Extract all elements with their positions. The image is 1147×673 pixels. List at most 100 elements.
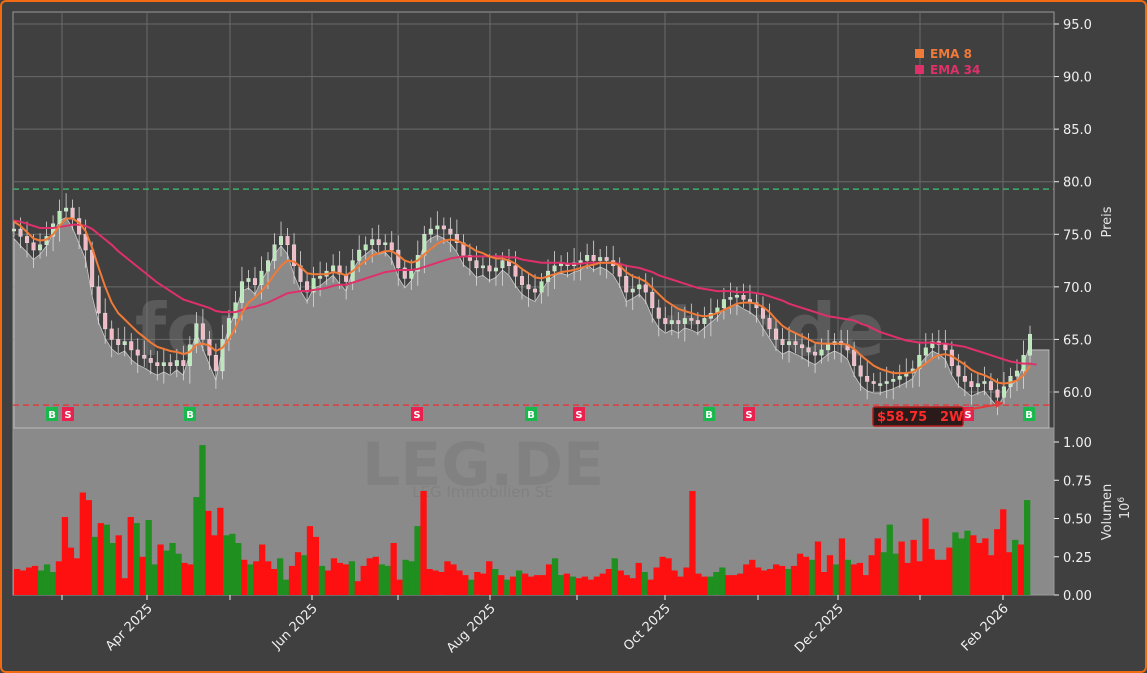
volume-bar bbox=[617, 570, 624, 595]
candle bbox=[18, 228, 23, 237]
candle bbox=[318, 276, 323, 279]
volume-bar bbox=[492, 569, 499, 595]
volume-bar bbox=[360, 565, 367, 595]
volume-bar bbox=[934, 559, 941, 595]
volume-bar bbox=[282, 579, 290, 595]
volume-bar bbox=[958, 538, 965, 595]
volume-bar bbox=[181, 562, 188, 595]
volume-bar bbox=[396, 579, 403, 595]
svg-text:S: S bbox=[64, 410, 71, 421]
volume-bar bbox=[952, 532, 959, 595]
volume-bar bbox=[814, 541, 822, 595]
volume-bar bbox=[940, 559, 947, 595]
volume-bar bbox=[850, 564, 857, 595]
volume-bar bbox=[671, 570, 678, 595]
volume-bar bbox=[55, 561, 63, 595]
volume-bar bbox=[982, 538, 989, 595]
svg-text:S: S bbox=[745, 410, 752, 421]
candle bbox=[122, 341, 127, 345]
volume-bar bbox=[79, 492, 86, 595]
candle bbox=[155, 362, 160, 366]
volume-bar bbox=[324, 570, 332, 595]
volume-bar bbox=[755, 567, 762, 595]
svg-text:B: B bbox=[1025, 410, 1033, 421]
candle bbox=[383, 242, 388, 245]
candle bbox=[500, 260, 505, 269]
volume-bar bbox=[773, 564, 780, 595]
volume-bar bbox=[486, 561, 493, 595]
volume-bar bbox=[946, 547, 953, 595]
volume-bar bbox=[761, 570, 768, 595]
volume-bar bbox=[653, 567, 660, 595]
volume-bar bbox=[504, 579, 511, 595]
candle bbox=[292, 244, 297, 267]
candle bbox=[520, 276, 525, 285]
volume-bar bbox=[450, 564, 457, 595]
volume-bar bbox=[701, 576, 708, 595]
volume-bar bbox=[749, 559, 756, 595]
candle bbox=[415, 255, 420, 272]
candle bbox=[676, 320, 681, 324]
price-tick-label: 75.0 bbox=[1063, 228, 1092, 243]
candle bbox=[109, 328, 114, 340]
volume-bar bbox=[892, 553, 899, 595]
candle bbox=[246, 278, 251, 282]
volume-tick-label: 0.50 bbox=[1063, 513, 1092, 528]
candle bbox=[213, 354, 218, 372]
volume-bar bbox=[557, 575, 565, 595]
candle bbox=[357, 249, 362, 261]
volume-bar bbox=[444, 561, 451, 595]
date-tick-label: Aug 2025 bbox=[444, 601, 499, 656]
candle bbox=[220, 339, 225, 372]
ema-lines bbox=[13, 217, 1037, 385]
candle bbox=[559, 263, 564, 267]
volume-bar bbox=[253, 561, 260, 595]
candle bbox=[142, 354, 147, 359]
candle bbox=[31, 242, 36, 251]
volume-bar bbox=[223, 535, 230, 595]
volume-bar bbox=[539, 575, 547, 595]
candle bbox=[800, 344, 805, 349]
candle bbox=[396, 249, 401, 269]
volume-bar bbox=[199, 445, 206, 595]
volume-bar bbox=[551, 558, 559, 595]
candle bbox=[604, 257, 609, 261]
volume-bar bbox=[510, 576, 517, 595]
svg-text:B: B bbox=[48, 410, 56, 421]
candle bbox=[389, 242, 394, 251]
volume-bar bbox=[390, 543, 397, 595]
candle bbox=[474, 260, 479, 269]
candle bbox=[116, 339, 121, 345]
candle bbox=[64, 207, 69, 212]
volume-bar bbox=[163, 550, 170, 595]
volume-bar bbox=[767, 569, 774, 595]
annotation-box bbox=[872, 406, 964, 427]
volume-tick-label: 1.00 bbox=[1063, 436, 1092, 451]
annotation-price: $58.75 bbox=[877, 410, 927, 425]
date-tick-label: Apr 2025 bbox=[103, 601, 156, 654]
candle bbox=[533, 288, 538, 293]
candle bbox=[787, 341, 792, 345]
candle bbox=[656, 307, 661, 319]
volume-bar bbox=[1012, 539, 1019, 595]
ema34-legend-label: EMA 34 bbox=[930, 63, 980, 77]
ema8-legend-swatch bbox=[915, 49, 924, 58]
price-tick-label: 65.0 bbox=[1063, 333, 1092, 348]
candle bbox=[982, 381, 987, 384]
volume-bar bbox=[217, 507, 224, 595]
volume-bar bbox=[898, 541, 905, 595]
volume-bar bbox=[581, 576, 589, 595]
volume-bar bbox=[599, 573, 606, 595]
candle bbox=[995, 389, 1000, 398]
candle bbox=[38, 244, 43, 251]
legend: EMA 8 EMA 34 bbox=[915, 47, 980, 77]
volume-bar bbox=[886, 524, 893, 595]
volume-bar bbox=[785, 569, 792, 595]
candle bbox=[695, 320, 700, 324]
volume-tick-label: 0.00 bbox=[1063, 589, 1092, 604]
candle bbox=[1027, 333, 1032, 356]
volume-bar bbox=[695, 573, 702, 595]
candle bbox=[930, 341, 935, 349]
volume-bar bbox=[354, 581, 361, 595]
